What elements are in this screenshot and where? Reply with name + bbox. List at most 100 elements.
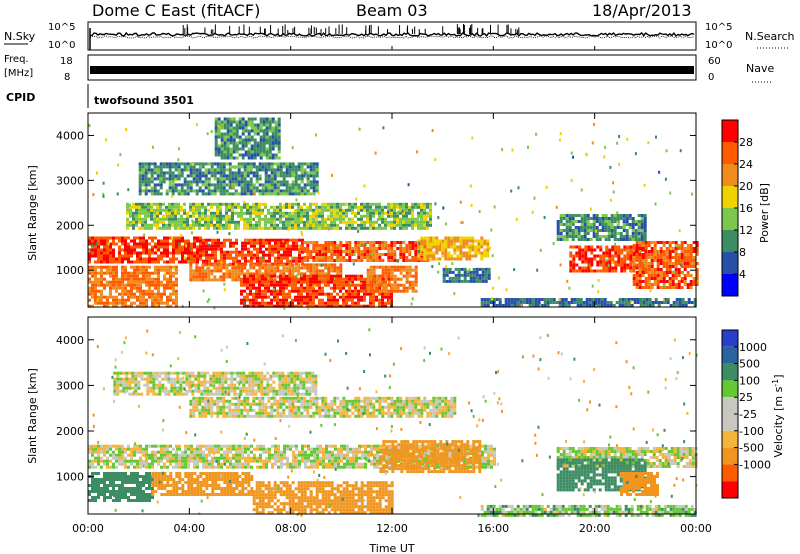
range-cell [258, 165, 262, 169]
range-cell [480, 245, 484, 249]
range-cell [249, 272, 253, 276]
range-cell [198, 220, 201, 224]
range-cell [241, 241, 244, 245]
range-cell [274, 156, 278, 160]
range-cell [142, 295, 145, 299]
range-cell [511, 148, 514, 152]
range-cell [680, 277, 684, 280]
range-cell [584, 254, 588, 258]
range-cell [318, 256, 322, 259]
range-cell [586, 238, 590, 241]
range-cell [141, 174, 145, 178]
range-cell [297, 202, 300, 206]
range-cell [372, 244, 376, 247]
range-cell [668, 262, 672, 265]
range-cell [366, 286, 370, 290]
range-cell [384, 277, 388, 281]
range-cell [142, 289, 145, 293]
range-cell [276, 162, 280, 166]
range-cell [390, 226, 393, 230]
range-cell [145, 301, 148, 305]
range-cell [396, 268, 400, 272]
range-cell [597, 298, 601, 301]
range-cell [601, 214, 605, 217]
range-cell [234, 269, 238, 273]
range-cell [183, 165, 187, 169]
range-cell [480, 236, 484, 240]
range-cell [592, 235, 596, 238]
range-cell [303, 168, 307, 172]
range-cell [163, 274, 166, 278]
range-cell [189, 208, 192, 212]
range-cell [259, 244, 262, 248]
range-cell [297, 263, 301, 267]
range-cell [317, 191, 320, 195]
range-cell [196, 251, 199, 255]
range-cell [139, 289, 142, 293]
range-cell [656, 280, 660, 283]
range-cell [285, 165, 289, 169]
range-cell [144, 205, 147, 209]
range-cell [139, 286, 142, 290]
range-cell [247, 238, 250, 242]
range-cell [396, 286, 400, 290]
range-cell [671, 265, 675, 268]
range-cell [432, 254, 436, 258]
range-cell [234, 205, 237, 209]
range-cell [192, 211, 195, 215]
range-cell [564, 304, 568, 307]
range-cell [252, 183, 256, 187]
range-cell [669, 304, 673, 307]
range-cell [477, 245, 481, 249]
range-cell [295, 274, 298, 278]
range-cell [333, 277, 336, 281]
range-cell [366, 214, 369, 218]
range-cell [231, 269, 235, 273]
range-cell [680, 262, 684, 265]
range-cell [678, 304, 682, 307]
range-cell [145, 304, 148, 308]
range-cell [270, 162, 274, 166]
range-cell [480, 239, 484, 243]
range-cell [139, 268, 142, 272]
range-cell [160, 280, 163, 284]
range-cell [306, 304, 309, 308]
range-cell [693, 301, 697, 304]
range-cell [243, 168, 247, 172]
range-cell [234, 166, 237, 170]
range-cell [141, 171, 145, 175]
range-cell [265, 147, 269, 151]
range-cell [402, 256, 406, 259]
range-cell [118, 257, 121, 261]
range-cell [468, 251, 472, 255]
range-cell [345, 214, 348, 218]
range-cell [261, 202, 264, 206]
range-cell [372, 277, 376, 281]
range-cell [189, 263, 193, 267]
range-cell [262, 150, 266, 154]
range-cell [102, 192, 105, 196]
range-cell [435, 239, 439, 243]
range-cell [252, 223, 255, 227]
range-cell [151, 301, 154, 305]
range-cell [154, 283, 157, 287]
range-cell [354, 259, 358, 262]
range-cell [432, 236, 436, 240]
range-cell [250, 153, 254, 157]
range-cell [157, 283, 160, 287]
range-cell [198, 171, 202, 175]
range-cell [159, 180, 163, 184]
range-cell [288, 211, 291, 215]
range-cell [94, 301, 97, 305]
range-cell [259, 138, 263, 142]
range-cell [531, 301, 535, 304]
range-cell [295, 241, 298, 245]
range-cell [644, 283, 648, 286]
range-cell [650, 268, 654, 271]
range-cell [259, 241, 262, 245]
range-cell [241, 153, 245, 157]
range-cell [348, 259, 352, 262]
range-cell [150, 214, 153, 218]
range-cell [91, 251, 94, 255]
range-cell [189, 180, 193, 184]
